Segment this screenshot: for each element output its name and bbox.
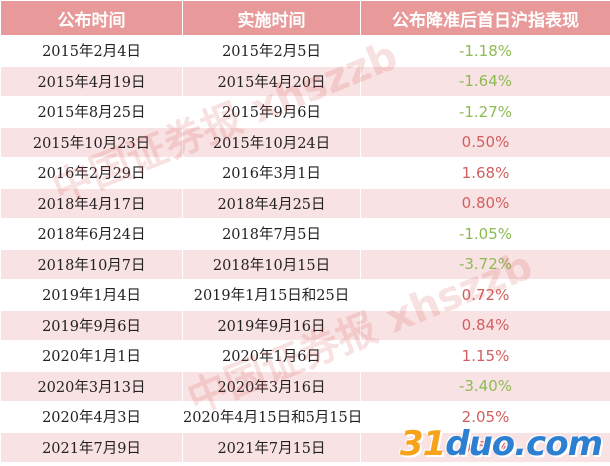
announce-date-cell: 2020年4月3日 <box>0 401 183 433</box>
announce-date-cell: 2021年7月9日 <box>0 431 183 463</box>
announce-date-cell: 2015年4月19日 <box>0 65 183 97</box>
index-change-cell: -1.27% <box>360 96 610 128</box>
effective-date-cell: 2020年4月15日和5月15日 <box>182 401 361 433</box>
effective-date-cell: 2015年9月6日 <box>182 96 361 128</box>
index-change-cell: 0.80% <box>360 187 610 219</box>
announce-date-cell: 2018年10月7日 <box>0 248 183 280</box>
announce-date-cell: 2018年4月17日 <box>0 187 183 219</box>
header-effective-date: 实施时间 <box>182 0 361 36</box>
index-change-cell: -3.40% <box>360 370 610 402</box>
index-change-cell: 0.50% <box>360 126 610 158</box>
announce-date-cell: 2015年10月23日 <box>0 126 183 158</box>
table-header-row: 公布时间 实施时间 公布降准后首日沪指表现 <box>0 0 610 36</box>
effective-date-cell: 2015年10月24日 <box>182 126 361 158</box>
index-change-cell: 0.72% <box>360 279 610 311</box>
effective-date-cell: 2018年4月25日 <box>182 187 361 219</box>
announce-date-cell: 2016年2月29日 <box>0 157 183 189</box>
index-change-cell: -1.05% <box>360 218 610 250</box>
announce-date-cell: 2020年3月13日 <box>0 370 183 402</box>
table-row: 2019年9月6日 2019年9月16日 0.84% <box>0 309 610 341</box>
index-change-cell: 0.84% <box>360 309 610 341</box>
announce-date-cell: 2019年9月6日 <box>0 309 183 341</box>
table-row: 2018年4月17日 2018年4月25日 0.80% <box>0 187 610 219</box>
effective-date-cell: 2020年1月6日 <box>182 340 361 372</box>
index-change-cell: -1.18% <box>360 35 610 67</box>
table-row: 2020年4月3日 2020年4月15日和5月15日 2.05% <box>0 401 610 433</box>
table-row: 2018年10月7日 2018年10月15日 -3.72% <box>0 248 610 280</box>
effective-date-cell: 2018年10月15日 <box>182 248 361 280</box>
index-change-cell: 1.15% <box>360 340 610 372</box>
table-row: 2020年1月1日 2020年1月6日 1.15% <box>0 340 610 372</box>
table-row: 2020年3月13日 2020年3月16日 -3.40% <box>0 370 610 402</box>
announce-date-cell: 2018年6月24日 <box>0 218 183 250</box>
table-row: 2015年4月19日 2015年4月20日 -1.64% <box>0 65 610 97</box>
effective-date-cell: 2016年3月1日 <box>182 157 361 189</box>
table-row: 2015年8月25日 2015年9月6日 -1.27% <box>0 96 610 128</box>
table-row: 2015年2月4日 2015年2月5日 -1.18% <box>0 35 610 67</box>
index-change-cell: 0.67% <box>360 431 610 463</box>
effective-date-cell: 2019年9月16日 <box>182 309 361 341</box>
index-change-cell: -3.72% <box>360 248 610 280</box>
effective-date-cell: 2015年2月5日 <box>182 35 361 67</box>
effective-date-cell: 2021年7月15日 <box>182 431 361 463</box>
table-row: 2019年1月4日 2019年1月15日和25日 0.72% <box>0 279 610 311</box>
index-change-cell: 1.68% <box>360 157 610 189</box>
header-announce-date: 公布时间 <box>0 0 183 36</box>
index-change-cell: -1.64% <box>360 65 610 97</box>
effective-date-cell: 2015年4月20日 <box>182 65 361 97</box>
table-row: 2018年6月24日 2018年7月5日 -1.05% <box>0 218 610 250</box>
table-row: 2015年10月23日 2015年10月24日 0.50% <box>0 126 610 158</box>
announce-date-cell: 2015年2月4日 <box>0 35 183 67</box>
announce-date-cell: 2019年1月4日 <box>0 279 183 311</box>
table-body: 2015年2月4日 2015年2月5日 -1.18% 2015年4月19日 2015年4… <box>0 35 610 463</box>
effective-date-cell: 2020年3月16日 <box>182 370 361 402</box>
table-row: 2021年7月9日 2021年7月15日 0.67% <box>0 431 610 463</box>
effective-date-cell: 2018年7月5日 <box>182 218 361 250</box>
announce-date-cell: 2015年8月25日 <box>0 96 183 128</box>
announce-date-cell: 2020年1月1日 <box>0 340 183 372</box>
table-row: 2016年2月29日 2016年3月1日 1.68% <box>0 157 610 189</box>
header-index-change: 公布降准后首日沪指表现 <box>360 0 610 36</box>
effective-date-cell: 2019年1月15日和25日 <box>182 279 361 311</box>
site-logo: 31duo.com <box>399 424 603 464</box>
